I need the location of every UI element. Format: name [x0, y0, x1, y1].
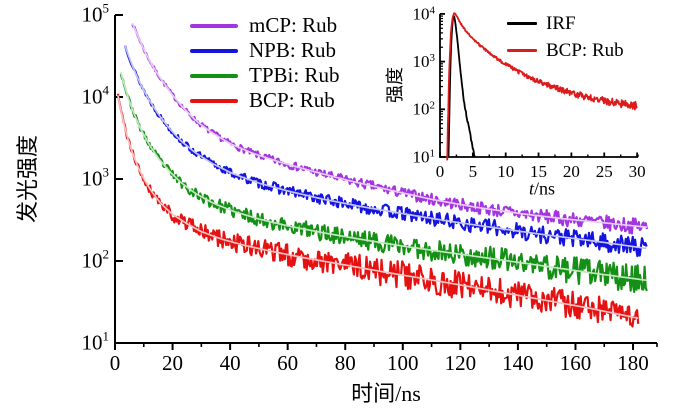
main-legend: mCP: Rub NPB: Rub TPBi: Rub BCP: Rub — [190, 13, 339, 113]
x-tick-label: 15 — [530, 162, 547, 181]
legend-swatch-tpbi — [190, 73, 238, 78]
main-y-axis-title: 发光强度 — [15, 134, 40, 224]
y-tick-label: 103 — [413, 52, 436, 71]
y-tick-label: 104 — [413, 4, 436, 23]
legend-label-npb: NPB: Rub — [249, 38, 336, 62]
legend-item-mcp-rub: mCP: Rub — [190, 13, 339, 38]
series-npb-rub-data — [124, 45, 648, 258]
legend-swatch-npb — [190, 48, 238, 53]
x-tick-label: 100 — [387, 351, 419, 375]
plot-inset: 0 5 10 15 20 25 30 101 102 103 104 — [413, 4, 646, 181]
y-tick-label: 102 — [413, 100, 436, 119]
x-tick-label: 0 — [436, 162, 445, 181]
legend-item-bcp-rub: BCP: Rub — [190, 88, 339, 113]
x-tick-label: 25 — [596, 162, 613, 181]
legend-label-inset-bcp: BCP: Rub — [546, 40, 624, 61]
series-mcp-rub-fit — [131, 22, 647, 229]
x-tick-label: 10 — [497, 162, 514, 181]
y-tick-label: 101 — [82, 329, 110, 355]
legend-item-inset-bcp: BCP: Rub — [507, 37, 624, 64]
series-bcp-rub-data — [446, 12, 638, 161]
main-x-axis-title: 时间/ns — [351, 381, 421, 406]
x-tick-label: 5 — [469, 162, 478, 181]
x-tick-label: 140 — [502, 351, 534, 375]
y-tick-label: 105 — [82, 1, 110, 27]
inset-x-axis-title: t/ns — [529, 179, 555, 200]
legend-swatch-mcp — [190, 23, 238, 28]
y-tick-label: 102 — [82, 247, 110, 273]
y-tick-label: 104 — [82, 83, 110, 109]
x-tick-label: 120 — [445, 351, 477, 375]
series-npb-rub-fit — [124, 45, 647, 250]
inset-x-axis-unit: /ns — [534, 178, 556, 199]
legend-item-irf: IRF — [507, 10, 624, 37]
legend-swatch-bcp — [190, 98, 238, 103]
series-mcp-rub-data — [131, 23, 648, 235]
inset-x-axis-variable: t — [528, 178, 534, 199]
x-tick-label: 80 — [335, 351, 356, 375]
legend-swatch-irf — [507, 22, 537, 25]
inset-y-axis-title: 强度 — [385, 67, 405, 103]
x-tick-label: 30 — [629, 162, 646, 181]
legend-item-npb-rub: NPB: Rub — [190, 38, 339, 63]
legend-swatch-inset-bcp — [507, 49, 537, 52]
legend-label-irf: IRF — [546, 13, 576, 34]
series-bcp-rub-fit — [117, 95, 639, 320]
series-tpbi-rub-fit — [119, 72, 647, 282]
x-tick-label: 20 — [162, 351, 183, 375]
legend-label-mcp: mCP: Rub — [249, 13, 338, 37]
legend-item-tpbi-rub: TPBi: Rub — [190, 63, 339, 88]
x-tick-label: 60 — [277, 351, 298, 375]
legend-label-bcp: BCP: Rub — [249, 88, 335, 112]
legend-label-tpbi: TPBi: Rub — [249, 63, 340, 87]
x-tick-label: 180 — [617, 351, 649, 375]
y-tick-label: 101 — [413, 147, 436, 166]
y-tick-label: 103 — [82, 165, 110, 191]
inset-legend: IRF BCP: Rub — [507, 10, 624, 64]
x-tick-label: 0 — [110, 351, 121, 375]
x-tick-label: 160 — [560, 351, 592, 375]
x-tick-label: 20 — [563, 162, 580, 181]
x-tick-label: 40 — [220, 351, 241, 375]
